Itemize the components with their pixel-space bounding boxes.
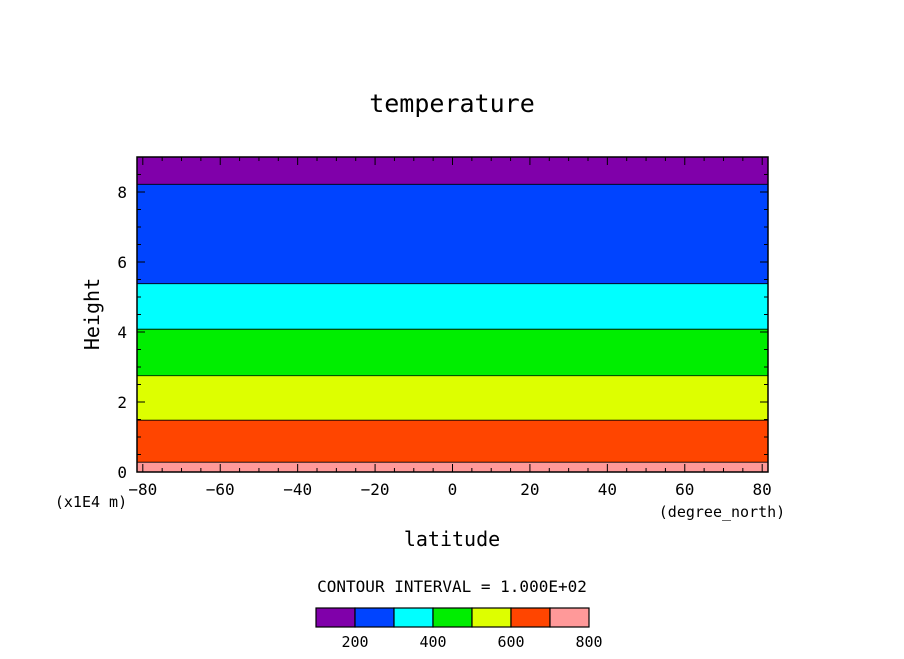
x-axis-label: latitude (404, 527, 500, 551)
colorbar-swatch-6 (549, 607, 590, 628)
contour-band-3 (137, 329, 768, 376)
contour-band-4 (137, 283, 768, 330)
y-axis-label: Height (80, 278, 104, 350)
colorbar-label: 400 (419, 633, 446, 651)
colorbar-swatch-5 (510, 607, 551, 628)
contour-band-1 (137, 420, 768, 463)
y-axis-units: (x1E4 m) (55, 493, 127, 511)
colorbar-label: 800 (575, 633, 602, 651)
chart-title: temperature (369, 89, 535, 118)
colorbar (315, 607, 590, 628)
axis-ticks (137, 157, 768, 473)
x-tick-label: −60 (206, 480, 235, 499)
y-tick-label: 2 (117, 393, 127, 412)
colorbar-label: 600 (497, 633, 524, 651)
x-tick-label: 40 (598, 480, 617, 499)
x-tick-label: 60 (675, 480, 694, 499)
colorbar-label: 200 (341, 633, 368, 651)
colorbar-swatch-2 (393, 607, 434, 628)
y-tick-label: 4 (117, 323, 127, 342)
colorbar-swatch-1 (354, 607, 395, 628)
colorbar-swatch-4 (471, 607, 512, 628)
x-tick-label: −80 (128, 480, 157, 499)
contour-bands (137, 157, 768, 472)
y-tick-label: 6 (117, 253, 127, 272)
y-tick-label: 8 (117, 183, 127, 202)
x-tick-label: 20 (520, 480, 539, 499)
contour-band-2 (137, 375, 768, 421)
x-tick-label: −40 (283, 480, 312, 499)
x-tick-label: 80 (753, 480, 772, 499)
x-tick-label: −20 (361, 480, 390, 499)
colorbar-swatch-3 (432, 607, 473, 628)
x-tick-label: 0 (448, 480, 458, 499)
colorbar-swatch-0 (315, 607, 356, 628)
axis-tick-labels: −80 −60 −40 −20 0 20 40 60 80 0 2 4 6 8 (117, 183, 771, 499)
contour-band-5 (137, 184, 768, 284)
contour-interval-label: CONTOUR INTERVAL = 1.000E+02 (317, 577, 587, 596)
x-axis-units: (degree_north) (659, 503, 785, 521)
y-tick-label: 0 (117, 463, 127, 482)
colorbar-labels: 200 400 600 800 (341, 633, 602, 651)
